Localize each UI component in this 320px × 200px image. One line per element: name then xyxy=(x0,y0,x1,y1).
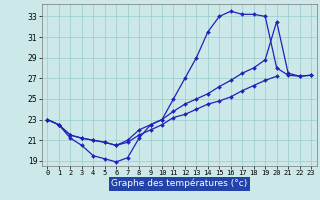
X-axis label: Graphe des températures (°c): Graphe des températures (°c) xyxy=(111,179,247,188)
